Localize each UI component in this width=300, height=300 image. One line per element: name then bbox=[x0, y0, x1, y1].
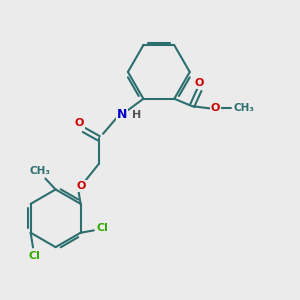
Text: CH₃: CH₃ bbox=[233, 103, 254, 113]
Text: Cl: Cl bbox=[29, 251, 41, 261]
Text: H: H bbox=[132, 110, 141, 120]
Text: Cl: Cl bbox=[97, 223, 109, 233]
Text: N: N bbox=[117, 108, 128, 121]
Text: O: O bbox=[211, 103, 220, 113]
Text: O: O bbox=[75, 118, 84, 128]
Text: O: O bbox=[77, 181, 86, 191]
Text: O: O bbox=[195, 78, 204, 88]
Text: CH₃: CH₃ bbox=[29, 166, 50, 176]
